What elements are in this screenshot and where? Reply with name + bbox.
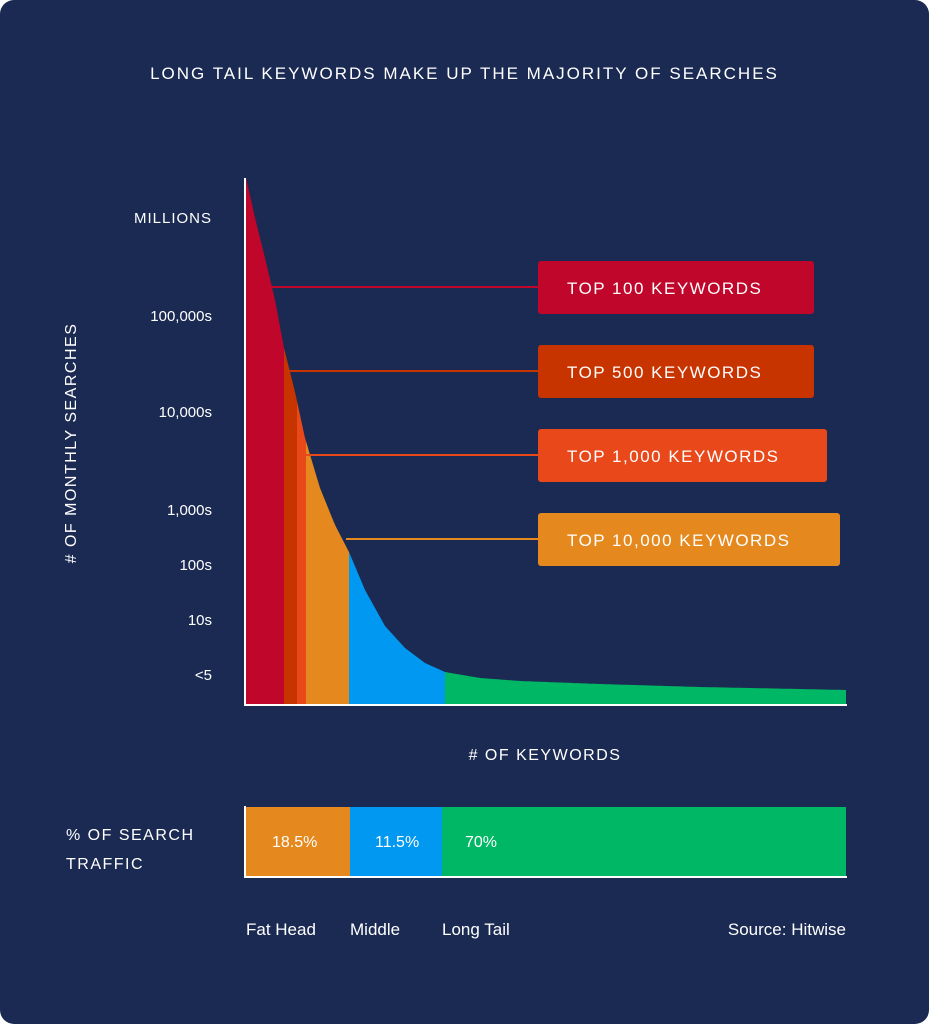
y-axis-title: # OF MONTHLY SEARCHES bbox=[63, 323, 80, 564]
label-box-top-10000 bbox=[538, 513, 840, 566]
traffic-bar-fat-head bbox=[246, 807, 350, 876]
traffic-bar-middle bbox=[350, 807, 442, 876]
label-top-500: TOP 500 KEYWORDS bbox=[538, 345, 814, 398]
y-tick-label: <5 bbox=[195, 667, 212, 684]
traffic-label-line1: % OF SEARCH bbox=[66, 827, 195, 844]
label-top-10000: TOP 10,000 KEYWORDS bbox=[538, 513, 840, 566]
traffic-bar-long-tail bbox=[442, 807, 846, 876]
traffic-value-middle: 11.5% bbox=[375, 834, 419, 851]
traffic-label-line2: TRAFFIC bbox=[66, 856, 144, 873]
label-top-1000: TOP 1,000 KEYWORDS bbox=[538, 429, 827, 482]
y-tick-labels: MILLIONS 100,000s 10,000s 1,000s 100s 10… bbox=[134, 210, 212, 684]
category-label-middle: Middle bbox=[350, 920, 400, 939]
label-box-top-1000 bbox=[538, 429, 827, 482]
label-text-top-10000: TOP 10,000 KEYWORDS bbox=[567, 531, 790, 550]
label-box-top-100 bbox=[538, 261, 814, 314]
label-box-top-500 bbox=[538, 345, 814, 398]
traffic-bar: 18.5% 11.5% 70% bbox=[246, 807, 846, 876]
label-text-top-100: TOP 100 KEYWORDS bbox=[567, 279, 762, 298]
y-tick-label: 100,000s bbox=[150, 308, 212, 325]
y-tick-label: 10s bbox=[188, 612, 212, 629]
area-segment-long-tail bbox=[445, 672, 846, 704]
source-credit: Source: Hitwise bbox=[728, 920, 846, 939]
y-tick-label: MILLIONS bbox=[134, 210, 212, 227]
category-label-long-tail: Long Tail bbox=[442, 920, 510, 939]
chart-title: LONG TAIL KEYWORDS MAKE UP THE MAJORITY … bbox=[150, 64, 779, 83]
area-segment-middle bbox=[349, 552, 445, 704]
y-tick-label: 1,000s bbox=[167, 502, 212, 519]
label-text-top-500: TOP 500 KEYWORDS bbox=[567, 363, 762, 382]
traffic-value-long-tail: 70% bbox=[465, 834, 497, 851]
area-segment-top-10000 bbox=[306, 441, 349, 704]
label-top-100: TOP 100 KEYWORDS bbox=[538, 261, 814, 314]
label-text-top-1000: TOP 1,000 KEYWORDS bbox=[567, 447, 780, 466]
y-tick-label: 10,000s bbox=[159, 404, 212, 421]
traffic-value-fat-head: 18.5% bbox=[272, 834, 317, 851]
area-segment-top-100 bbox=[246, 178, 284, 704]
area-segments bbox=[246, 178, 846, 704]
y-tick-label: 100s bbox=[179, 557, 212, 574]
area-segment-top-500 bbox=[284, 348, 297, 704]
area-segment-top-1000 bbox=[297, 401, 306, 704]
category-label-fat-head: Fat Head bbox=[246, 920, 316, 939]
x-axis-title: # OF KEYWORDS bbox=[469, 747, 622, 764]
